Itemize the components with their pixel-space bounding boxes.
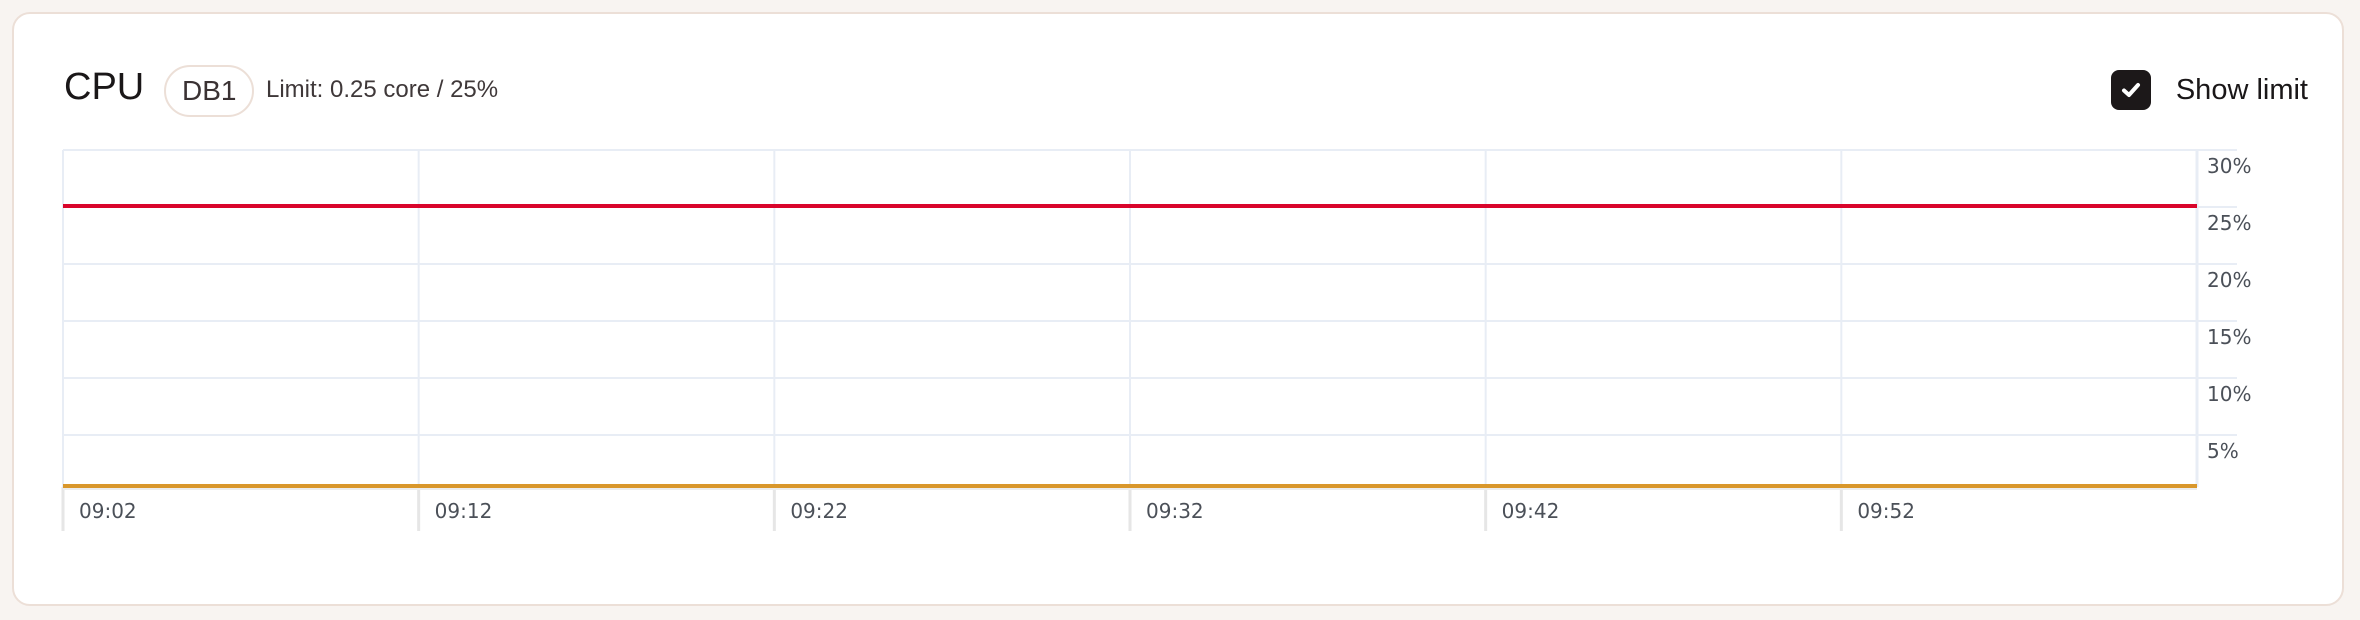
y-tick-label: 10% — [2207, 382, 2251, 406]
x-tick-label: 09:42 — [1502, 499, 1560, 523]
limit-text: Limit: 0.25 core / 25% — [266, 76, 499, 103]
y-tick-label: 30% — [2207, 154, 2251, 178]
x-tick-label: 09:52 — [1857, 499, 1915, 523]
y-tick-label: 20% — [2207, 268, 2251, 292]
y-tick-label: 25% — [2207, 211, 2251, 235]
cpu-chart-card: CPU DB1 Limit: 0.25 core / 25% Show limi… — [12, 12, 2344, 606]
show-limit-toggle[interactable]: Show limit — [2110, 70, 2308, 110]
checkbox-checked-icon[interactable] — [2110, 70, 2151, 110]
x-tick-label: 09:22 — [790, 499, 848, 523]
db-badge: DB1 — [164, 65, 255, 117]
x-tick-label: 09:12 — [435, 499, 493, 523]
y-tick-label: 15% — [2207, 325, 2251, 349]
x-tick-label: 09:32 — [1146, 499, 1204, 523]
y-tick-label: 5% — [2207, 439, 2239, 463]
show-limit-label: Show limit — [2175, 73, 2308, 106]
x-tick-label: 09:02 — [79, 499, 137, 523]
chart-title: CPU — [64, 66, 145, 108]
